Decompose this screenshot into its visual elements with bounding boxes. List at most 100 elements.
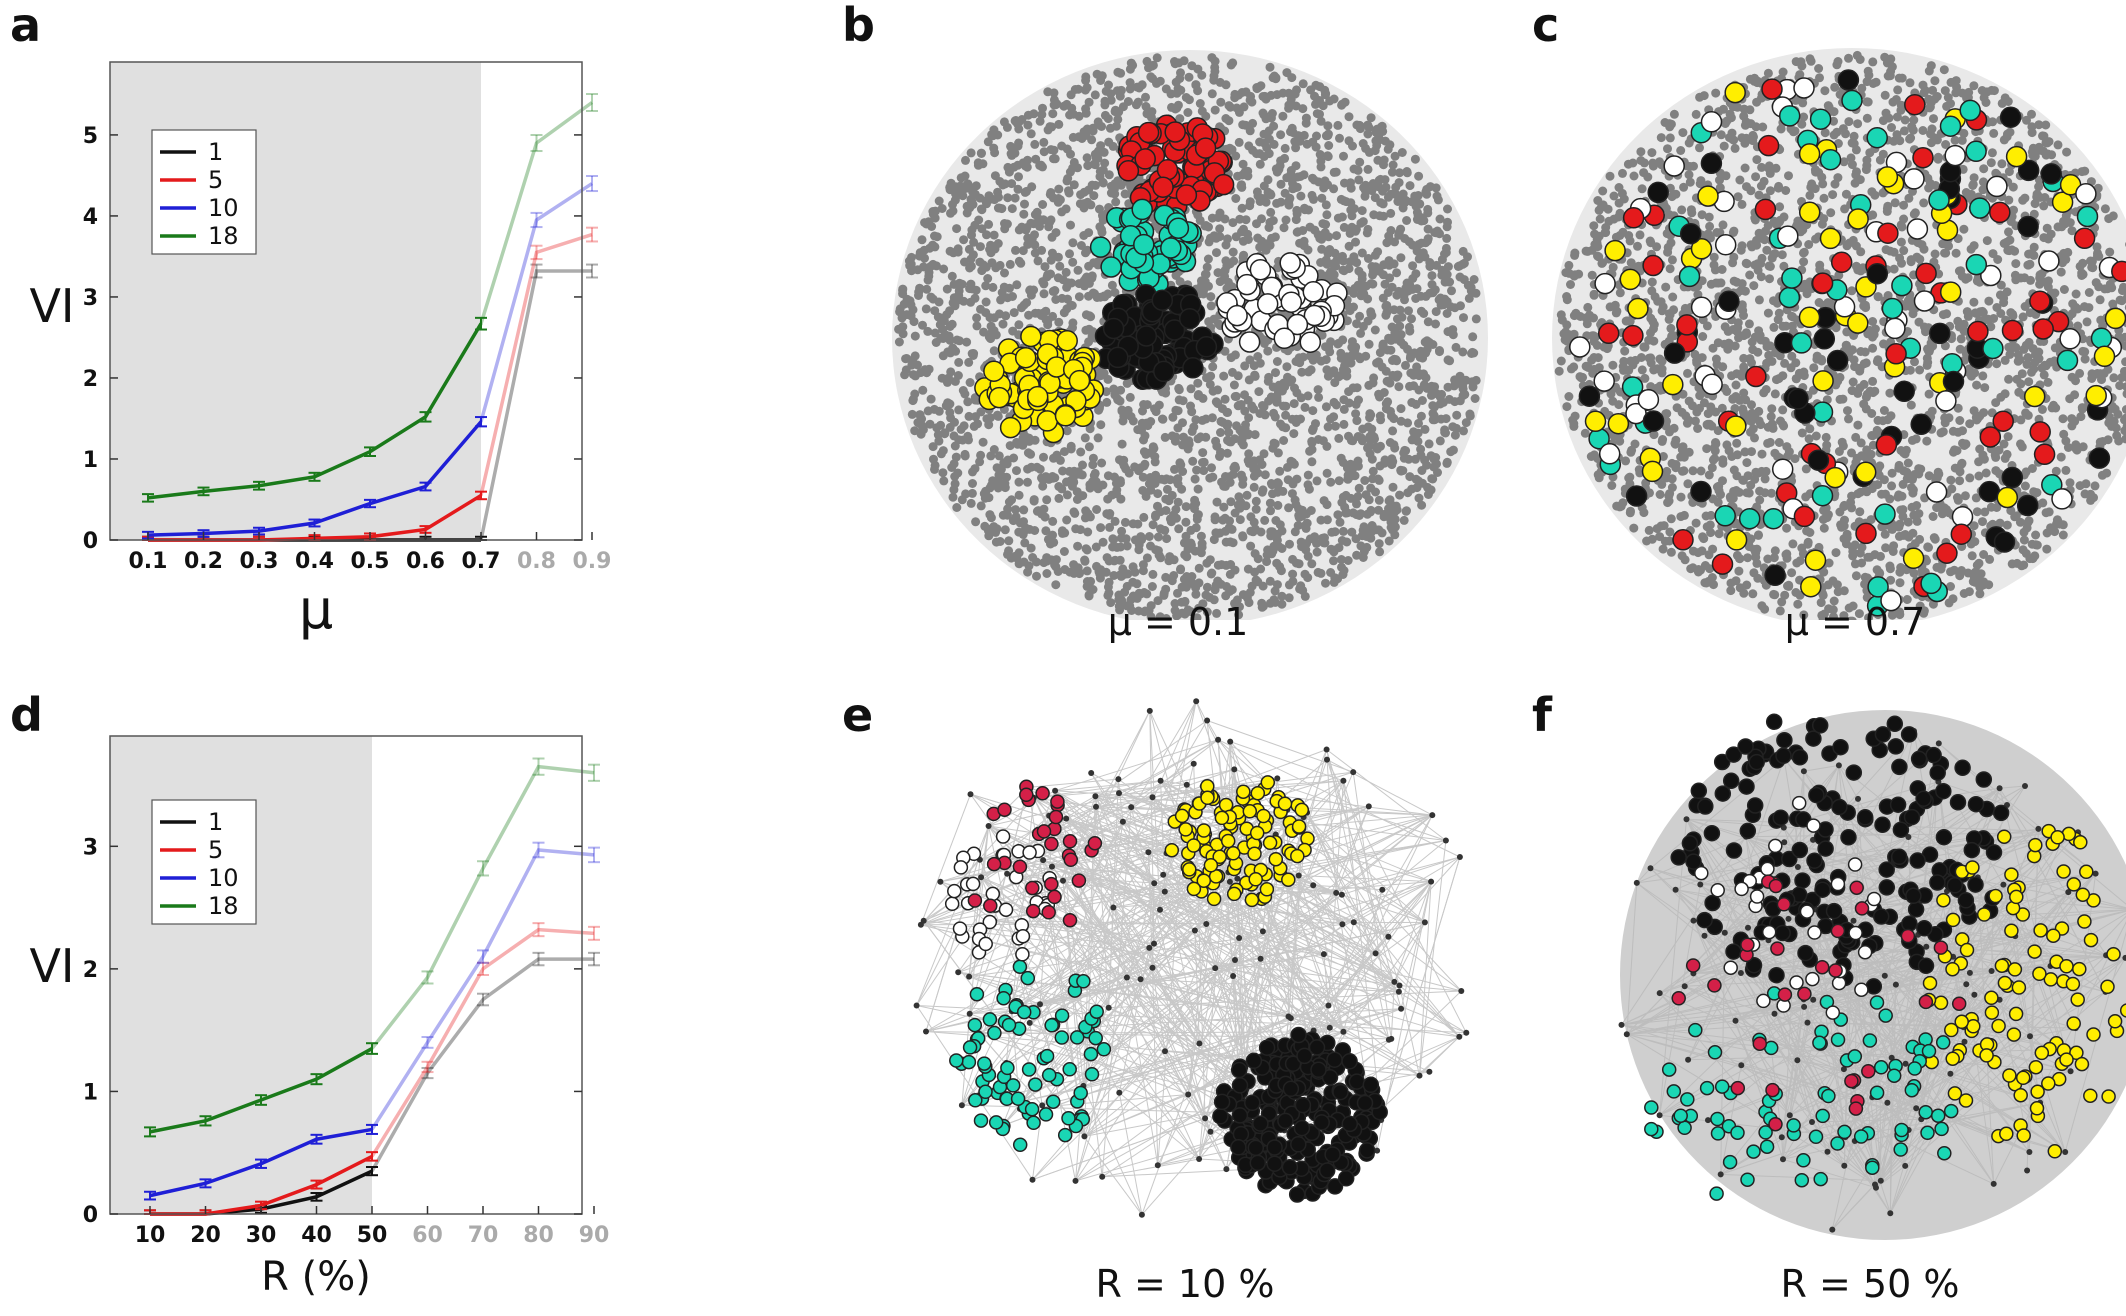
node-background <box>1373 444 1382 454</box>
node-background <box>1304 484 1314 494</box>
node-background <box>1408 261 1418 271</box>
node-background <box>1285 193 1295 203</box>
node-background <box>1307 559 1317 569</box>
node-background <box>1093 260 1103 270</box>
node-background <box>1399 290 1409 300</box>
node-background <box>1437 296 1447 306</box>
node-background <box>975 257 985 267</box>
node-background <box>1235 515 1245 525</box>
node-background <box>1442 270 1452 279</box>
node-background <box>1346 205 1356 215</box>
y-tick-label: 0 <box>83 1203 98 1228</box>
node-background <box>1336 453 1346 463</box>
node-background <box>1315 82 1325 92</box>
node-background <box>1197 106 1207 116</box>
node-background <box>1014 527 1024 537</box>
node-background <box>1347 527 1357 537</box>
node-background <box>1011 245 1020 255</box>
node-community <box>1020 325 1042 348</box>
node-background <box>1334 476 1344 486</box>
node-background <box>1038 481 1048 491</box>
node-background <box>999 282 1009 292</box>
node-background <box>1224 428 1234 437</box>
node-background <box>1292 182 1302 192</box>
node-background <box>925 419 935 429</box>
node-background <box>1978 371 1988 381</box>
node-background <box>2092 242 2102 252</box>
node-background <box>1277 591 1287 601</box>
node-background <box>1210 515 1220 525</box>
node-background <box>1213 576 1223 586</box>
node-background <box>1333 510 1343 520</box>
node-background <box>1667 255 1677 265</box>
node-background <box>1930 249 1940 259</box>
node-background <box>1241 120 1251 130</box>
node-background <box>1737 199 1747 209</box>
node-background <box>965 203 975 213</box>
node-background <box>1221 526 1230 536</box>
node-background <box>1192 613 1202 620</box>
node-background <box>1117 405 1127 415</box>
node-community <box>1299 331 1322 353</box>
node-background <box>1134 466 1144 476</box>
node-background <box>969 349 979 358</box>
node-background <box>1955 344 1965 354</box>
node-background <box>1174 524 1184 534</box>
node-background <box>1030 308 1040 318</box>
node-background <box>1740 163 1750 173</box>
node-background <box>1564 260 1574 270</box>
node-background <box>1162 534 1172 544</box>
node-background <box>1432 260 1441 270</box>
node-background <box>1087 273 1097 283</box>
node-background <box>938 446 948 456</box>
node-background <box>1412 246 1422 256</box>
y-axis-label: VI <box>29 939 74 993</box>
node-background <box>1085 311 1094 321</box>
node-background <box>1113 114 1123 124</box>
node-background <box>1014 477 1024 487</box>
node-background <box>1442 458 1452 468</box>
node-background <box>1128 577 1138 587</box>
node-background <box>1461 418 1471 428</box>
node-background <box>1355 120 1365 130</box>
node-background <box>2056 267 2066 277</box>
y-tick-label: 3 <box>83 835 98 860</box>
node-background <box>1242 490 1252 500</box>
node-background <box>1116 542 1126 552</box>
node-background <box>1210 105 1220 115</box>
node-background <box>982 230 991 240</box>
node-background <box>2082 317 2092 327</box>
node-background <box>1088 585 1098 594</box>
node-background <box>913 418 923 427</box>
node-background <box>1401 446 1411 456</box>
node-background <box>1388 482 1398 492</box>
node-background <box>1978 177 1988 187</box>
node-background <box>1202 262 1212 272</box>
node-background <box>1225 569 1235 579</box>
node-background <box>1881 543 1891 553</box>
node-background <box>1448 422 1458 432</box>
x-tick-label: 70 <box>468 1223 499 1248</box>
node-background <box>2022 115 2031 125</box>
node-background <box>1455 272 1465 282</box>
node-background <box>1308 406 1318 416</box>
node-background <box>1443 355 1453 365</box>
node-background <box>1014 172 1023 182</box>
node-background <box>1313 230 1323 240</box>
node-background <box>1138 472 1148 482</box>
node-background <box>1925 102 1935 112</box>
node-background <box>1102 509 1112 519</box>
node-background <box>1432 191 1442 201</box>
node-background <box>1066 90 1076 100</box>
node-background <box>1458 259 1468 269</box>
node-background <box>1319 183 1329 193</box>
node-background <box>1046 255 1056 265</box>
legend-label-10: 10 <box>208 864 239 892</box>
node-background <box>910 426 920 436</box>
node-background <box>1128 519 1138 529</box>
node-background <box>1091 542 1101 552</box>
node-background <box>1048 109 1058 119</box>
node-background <box>1666 238 1676 248</box>
node-background <box>1202 373 1211 383</box>
node-background <box>1106 95 1116 105</box>
